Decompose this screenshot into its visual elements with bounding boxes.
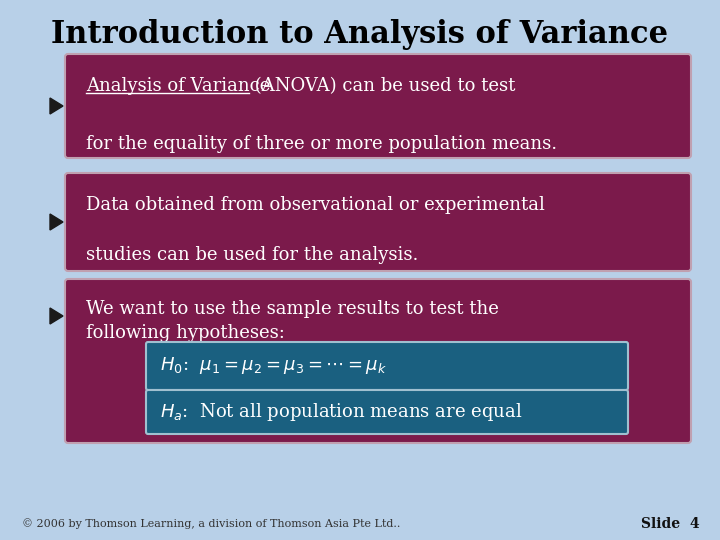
Text: $H_0$:  $\mu_1 = \mu_2 = \mu_3 = \cdots = \mu_k$: $H_0$: $\mu_1 = \mu_2 = \mu_3 = \cdots =… bbox=[160, 355, 387, 376]
Text: We want to use the sample results to test the: We want to use the sample results to tes… bbox=[86, 300, 499, 318]
FancyBboxPatch shape bbox=[65, 54, 691, 158]
FancyBboxPatch shape bbox=[146, 342, 628, 390]
Polygon shape bbox=[50, 98, 63, 114]
Polygon shape bbox=[50, 214, 63, 230]
FancyBboxPatch shape bbox=[146, 390, 628, 434]
Text: studies can be used for the analysis.: studies can be used for the analysis. bbox=[86, 246, 418, 264]
Polygon shape bbox=[50, 308, 63, 324]
FancyBboxPatch shape bbox=[65, 279, 691, 443]
Text: Analysis of Variance: Analysis of Variance bbox=[86, 77, 271, 95]
Text: Slide  4: Slide 4 bbox=[642, 517, 700, 531]
Text: Data obtained from observational or experimental: Data obtained from observational or expe… bbox=[86, 196, 545, 214]
Text: following hypotheses:: following hypotheses: bbox=[86, 324, 285, 342]
Text: © 2006 by Thomson Learning, a division of Thomson Asia Pte Ltd..: © 2006 by Thomson Learning, a division o… bbox=[22, 518, 400, 529]
Text: for the equality of three or more population means.: for the equality of three or more popula… bbox=[86, 135, 557, 153]
Text: (ANOVA) can be used to test: (ANOVA) can be used to test bbox=[249, 77, 516, 95]
FancyBboxPatch shape bbox=[65, 173, 691, 271]
Text: $H_a$:  Not all population means are equal: $H_a$: Not all population means are equa… bbox=[160, 401, 523, 423]
Text: Introduction to Analysis of Variance: Introduction to Analysis of Variance bbox=[51, 19, 669, 51]
